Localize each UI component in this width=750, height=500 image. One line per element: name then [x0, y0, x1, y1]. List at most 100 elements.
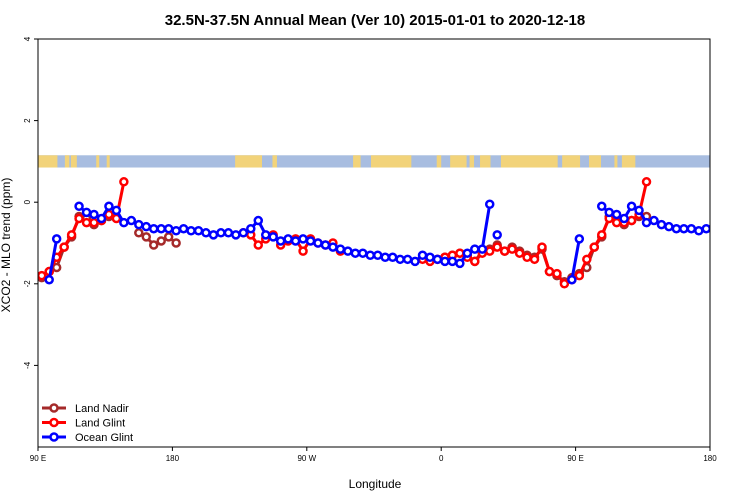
y-tick-label: -2	[23, 280, 32, 288]
data-point	[671, 223, 682, 234]
data-point	[51, 262, 62, 273]
data-point	[171, 226, 181, 236]
data-point	[432, 254, 443, 265]
data-point	[582, 254, 592, 265]
map-land	[450, 155, 467, 168]
data-point	[216, 228, 226, 238]
data-point	[223, 228, 234, 238]
map-land	[235, 155, 262, 168]
x-tick-label: 180	[703, 454, 717, 463]
data-point	[499, 246, 510, 256]
chart-title: 32.5N-37.5N Annual Mean (Ver 10) 2015-01…	[165, 12, 585, 29]
map-land	[38, 155, 58, 168]
data-point	[253, 215, 264, 226]
legend-marker	[49, 403, 59, 413]
data-point	[395, 254, 405, 265]
data-point	[134, 228, 144, 238]
data-point	[529, 254, 540, 265]
data-point	[455, 258, 465, 269]
map-land	[96, 155, 100, 168]
data-point	[656, 219, 667, 230]
data-point	[641, 217, 652, 228]
data-point	[134, 219, 144, 230]
data-point	[387, 252, 398, 263]
data-point	[320, 240, 331, 250]
data-point	[358, 248, 368, 258]
data-point	[619, 213, 629, 224]
data-point	[89, 217, 99, 228]
x-tick-label: 90 E	[30, 454, 46, 463]
data-point	[507, 244, 517, 254]
data-point	[574, 234, 585, 244]
data-point	[410, 256, 420, 267]
data-point	[402, 254, 413, 265]
data-point	[96, 213, 107, 224]
data-point	[686, 223, 697, 234]
data-point	[141, 232, 152, 242]
map-land	[70, 155, 77, 168]
data-point	[604, 207, 614, 218]
data-point	[104, 201, 114, 212]
data-point	[664, 221, 674, 232]
data-point	[59, 242, 69, 252]
data-point	[156, 223, 166, 234]
series-line	[47, 238, 59, 280]
data-point	[641, 177, 652, 187]
data-point	[246, 223, 256, 234]
data-point	[634, 205, 644, 216]
data-point	[365, 250, 376, 260]
data-point	[544, 266, 555, 277]
map-land	[371, 155, 412, 168]
data-point	[89, 209, 99, 220]
data-point	[694, 226, 704, 236]
map-land	[621, 155, 636, 168]
data-point	[328, 242, 338, 252]
series-ocean-glint	[44, 199, 710, 285]
legend: Land Nadir Land Glint Ocean Glint	[42, 403, 133, 444]
data-point	[470, 256, 480, 267]
data-point	[186, 226, 196, 236]
series-land-glint	[38, 177, 652, 289]
data-point	[447, 256, 458, 267]
data-point	[425, 252, 435, 263]
data-point	[111, 205, 122, 216]
data-point	[380, 252, 390, 263]
data-point	[148, 240, 159, 250]
data-point	[350, 248, 361, 258]
y-tick-label: -4	[23, 361, 32, 369]
data-point	[313, 238, 323, 248]
data-point	[484, 246, 495, 256]
x-axis-label: Longitude	[349, 477, 402, 491]
data-point	[596, 201, 607, 212]
data-point	[148, 223, 159, 234]
data-point	[514, 248, 525, 258]
legend-label: Land Nadir	[75, 403, 129, 415]
data-point	[567, 274, 577, 285]
x-tick-label: 90 E	[567, 454, 583, 463]
data-point	[596, 230, 607, 240]
data-point	[649, 215, 659, 226]
data-point	[44, 274, 54, 285]
data-point	[492, 230, 502, 240]
data-point	[335, 244, 346, 254]
data-point	[260, 230, 271, 240]
legend-label: Ocean Glint	[75, 432, 133, 444]
map-land	[64, 155, 70, 168]
data-point	[74, 201, 84, 212]
data-point	[119, 217, 129, 228]
map-land	[480, 155, 491, 168]
y-tick-label: 2	[23, 118, 32, 123]
data-point	[81, 207, 92, 218]
axis-ticks: 90 E 180 90 W 0 90 E 180 -4 -2 0 2 4	[23, 36, 717, 463]
data-point	[171, 238, 181, 248]
data-point	[484, 199, 495, 209]
data-point	[611, 217, 622, 228]
data-point	[156, 236, 166, 246]
data-point	[275, 236, 286, 246]
data-point	[51, 234, 62, 244]
y-tick-label: 0	[23, 199, 32, 204]
data-point	[626, 201, 637, 212]
y-axis-label: XCO2 - MLO trend (ppm)	[0, 178, 13, 313]
data-point	[574, 270, 585, 281]
map-band	[38, 155, 710, 168]
